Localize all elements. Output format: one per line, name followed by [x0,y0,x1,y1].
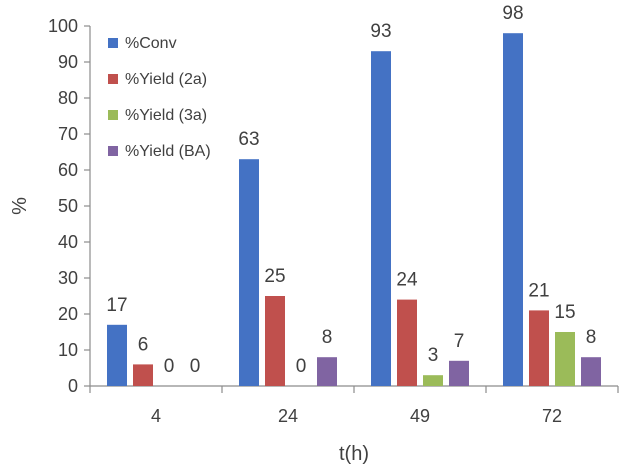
data-label: 17 [106,295,127,316]
y-tick-label: 10 [58,340,78,360]
y-tick-label: 100 [48,16,78,36]
data-label: 0 [190,356,201,377]
y-axis-label: % [9,197,31,215]
bar-series-3-cat-1 [317,357,337,386]
data-label: 0 [296,356,307,377]
y-tick-label: 70 [58,124,78,144]
y-tick-label: 30 [58,268,78,288]
legend-swatch [108,110,118,120]
data-label: 7 [454,331,465,352]
data-label: 8 [586,327,597,348]
legend-swatch [108,38,118,48]
data-label: 3 [428,345,439,366]
y-tick-label: 50 [58,196,78,216]
x-ticks: 4 24 49 72 [89,386,619,426]
bar-series-0-cat-1 [239,159,259,386]
data-label: 6 [138,334,149,355]
y-tick-label: 60 [58,160,78,180]
data-label: 63 [238,129,259,150]
bars [107,33,601,386]
y-tick-label: 40 [58,232,78,252]
y-tick-label: 0 [68,376,78,396]
legend-swatch [108,74,118,84]
data-label: 8 [322,327,333,348]
y-ticks: 0 10 20 30 40 50 60 70 80 90 100 [48,16,90,396]
y-tick-label: 90 [58,52,78,72]
x-tick-label: 24 [278,406,298,426]
data-label: 93 [370,21,391,42]
data-label: 24 [396,270,418,291]
bar-series-1-cat-3 [529,310,549,386]
bar-series-0-cat-3 [503,33,523,386]
legend: %Conv %Yield (2a) %Yield (3a) %Yield (BA) [108,35,211,160]
bar-series-2-cat-3 [555,332,575,386]
bar-series-1-cat-0 [133,364,153,386]
bar-series-0-cat-0 [107,324,127,386]
x-tick-label: 72 [542,406,562,426]
data-label: 25 [264,266,285,287]
legend-label: %Yield (BA) [125,143,211,160]
legend-label: %Yield (2a) [125,71,207,88]
x-tick-label: 49 [410,406,430,426]
bar-series-1-cat-2 [397,299,417,386]
bar-series-3-cat-2 [449,360,469,386]
x-axis-label: t(h) [339,443,369,465]
data-label: 98 [502,3,523,24]
legend-label: %Conv [125,35,177,52]
data-label: 0 [164,356,175,377]
data-label: 15 [554,302,575,323]
y-tick-label: 80 [58,88,78,108]
legend-swatch [108,146,118,156]
legend-label: %Yield (3a) [125,107,207,124]
bar-series-1-cat-1 [265,296,285,386]
bar-series-0-cat-2 [371,51,391,386]
y-tick-label: 20 [58,304,78,324]
data-label: 21 [528,280,549,301]
bar-series-3-cat-3 [581,357,601,386]
x-tick-label: 4 [151,406,161,426]
bar-series-2-cat-2 [423,375,443,386]
